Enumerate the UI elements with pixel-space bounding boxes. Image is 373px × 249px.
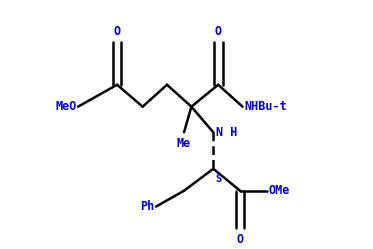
- Text: S: S: [216, 174, 222, 184]
- Text: O: O: [113, 25, 120, 38]
- Text: NHBu-t: NHBu-t: [244, 100, 287, 113]
- Text: MeO: MeO: [56, 100, 77, 113]
- Text: N H: N H: [216, 126, 238, 139]
- Text: O: O: [236, 233, 244, 246]
- Text: Ph: Ph: [140, 200, 154, 213]
- Text: Me: Me: [177, 137, 191, 150]
- Text: O: O: [214, 25, 222, 38]
- Text: OMe: OMe: [269, 184, 290, 197]
